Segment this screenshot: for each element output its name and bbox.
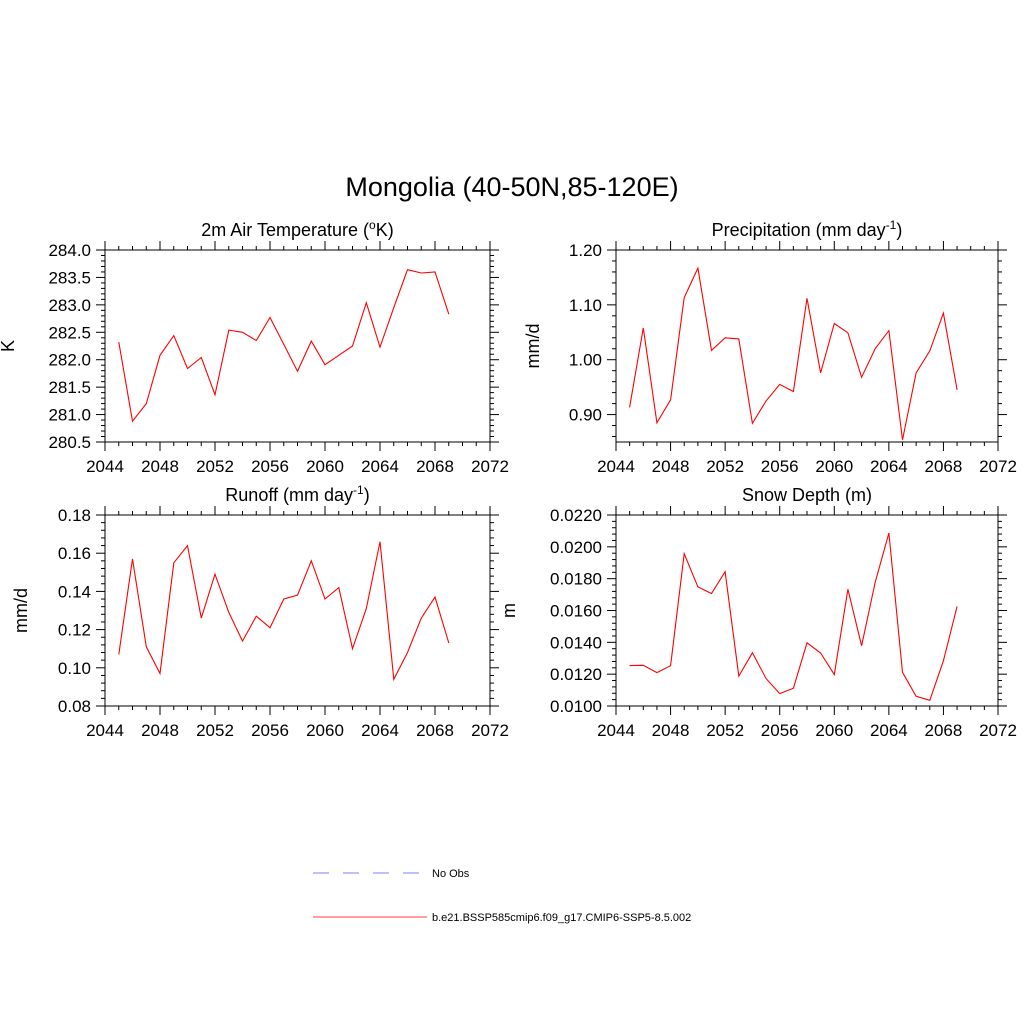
precipitation-xtick-label: 2048 — [652, 457, 690, 476]
precipitation-plot-frame — [615, 249, 999, 443]
precipitation-ytick-label: 0.90 — [569, 406, 602, 425]
air-temperature-series-line — [118, 269, 450, 423]
precipitation-xtick-label: 2052 — [706, 457, 744, 476]
air-temperature-ytick-label: 283.0 — [48, 296, 91, 315]
air-temperature-ytick-label: 281.0 — [48, 406, 91, 425]
snow-depth-plot-frame — [615, 514, 999, 707]
precipitation-xtick-label: 2060 — [815, 457, 853, 476]
air-temperature-ylabel: K — [0, 340, 18, 352]
runoff-xtick-label: 2056 — [251, 721, 289, 740]
panel-snow-depth: Snow Depth (m) m 2044 2048 2052 2056 2060 2064 2… — [499, 485, 1017, 740]
air-temperature-xtick-label: 2068 — [416, 457, 454, 476]
precipitation-ytick-label: 1.00 — [569, 351, 602, 370]
runoff-xtick-label: 2068 — [416, 721, 454, 740]
legend: No Obs b.e21.BSSP585cmip6.f09_g17.CMIP6-… — [313, 868, 691, 924]
air-temperature-xtick-label: 2072 — [471, 457, 509, 476]
air-temperature-ytick-label: 282.0 — [48, 351, 91, 370]
precipitation-ytick-label: 1.20 — [569, 241, 602, 260]
figure-title: Mongolia (40-50N,85-120E) — [345, 172, 678, 202]
panel-precipitation: Precipitation (mm day-1) mm/d 2044 2048 2052… — [523, 218, 1017, 476]
snow-depth-ytick-label: 0.0220 — [550, 506, 602, 525]
runoff-xtick-label: 2044 — [86, 721, 124, 740]
runoff-xtick-label: 2060 — [306, 721, 344, 740]
air-temperature-ytick-label: 282.5 — [48, 323, 91, 342]
precipitation-series-line — [629, 266, 958, 440]
air-temperature-plot-frame — [104, 249, 491, 443]
runoff-plot-frame — [104, 514, 491, 707]
panel-air-temperature: 2m Air Temperature (oK) K 2044 2048 2052 2056… — [0, 218, 509, 476]
snow-depth-xtick-label: 2044 — [597, 721, 635, 740]
runoff-title: Runoff (mm day-1) — [225, 483, 369, 505]
legend-label-no-obs: No Obs — [432, 868, 470, 880]
snow-depth-title: Snow Depth (m) — [742, 485, 872, 505]
air-temperature-title: 2m Air Temperature (oK) — [201, 218, 393, 240]
snow-depth-ytick-label: 0.0160 — [550, 602, 602, 621]
runoff-series-line — [118, 541, 450, 682]
runoff-ytick-label: 0.14 — [58, 582, 91, 601]
snow-depth-series-line — [629, 532, 958, 701]
precipitation-xtick-label: 2064 — [870, 457, 908, 476]
runoff-ytick-label: 0.08 — [58, 697, 91, 716]
snow-depth-xtick-label: 2068 — [925, 721, 963, 740]
snow-depth-xtick-label: 2064 — [870, 721, 908, 740]
precipitation-ylabel: mm/d — [523, 324, 543, 369]
snow-depth-ytick-label: 0.0100 — [550, 697, 602, 716]
air-temperature-xtick-label: 2052 — [196, 457, 234, 476]
panel-runoff: Runoff (mm day-1) mm/d 2044 2048 2052 2056 206… — [11, 483, 509, 740]
precipitation-xtick-label: 2068 — [925, 457, 963, 476]
runoff-ytick-label: 0.12 — [58, 621, 91, 640]
air-temperature-ytick-label: 284.0 — [48, 241, 91, 260]
snow-depth-xtick-label: 2048 — [652, 721, 690, 740]
precipitation-xtick-label: 2072 — [979, 457, 1017, 476]
air-temperature-xtick-label: 2060 — [306, 457, 344, 476]
snow-depth-ylabel: m — [499, 603, 519, 618]
snow-depth-xtick-label: 2060 — [815, 721, 853, 740]
snow-depth-ytick-label: 0.0200 — [550, 538, 602, 557]
snow-depth-ytick-label: 0.0180 — [550, 570, 602, 589]
air-temperature-ytick-label: 280.5 — [48, 433, 91, 452]
precipitation-ytick-label: 1.10 — [569, 296, 602, 315]
runoff-xtick-label: 2064 — [361, 721, 399, 740]
air-temperature-xtick-label: 2056 — [251, 457, 289, 476]
air-temperature-xtick-label: 2044 — [86, 457, 124, 476]
precipitation-title: Precipitation (mm day-1) — [712, 218, 903, 240]
runoff-xtick-label: 2048 — [141, 721, 179, 740]
runoff-xtick-label: 2072 — [471, 721, 509, 740]
runoff-xtick-label: 2052 — [196, 721, 234, 740]
runoff-ytick-label: 0.18 — [58, 506, 91, 525]
snow-depth-xtick-label: 2052 — [706, 721, 744, 740]
snow-depth-ytick-label: 0.0140 — [550, 633, 602, 652]
air-temperature-ytick-label: 281.5 — [48, 378, 91, 397]
runoff-ytick-label: 0.10 — [58, 659, 91, 678]
snow-depth-ytick-label: 0.0120 — [550, 665, 602, 684]
air-temperature-xtick-label: 2048 — [141, 457, 179, 476]
air-temperature-ytick-label: 283.5 — [48, 268, 91, 287]
snow-depth-xtick-label: 2056 — [761, 721, 799, 740]
precipitation-xtick-label: 2044 — [597, 457, 635, 476]
air-temperature-xtick-label: 2064 — [361, 457, 399, 476]
snow-depth-xtick-label: 2072 — [979, 721, 1017, 740]
legend-label-model-run: b.e21.BSSP585cmip6.f09_g17.CMIP6-SSP5-8.… — [432, 912, 691, 924]
runoff-ylabel: mm/d — [11, 588, 31, 633]
runoff-ytick-label: 0.16 — [58, 544, 91, 563]
precipitation-xtick-label: 2056 — [761, 457, 799, 476]
